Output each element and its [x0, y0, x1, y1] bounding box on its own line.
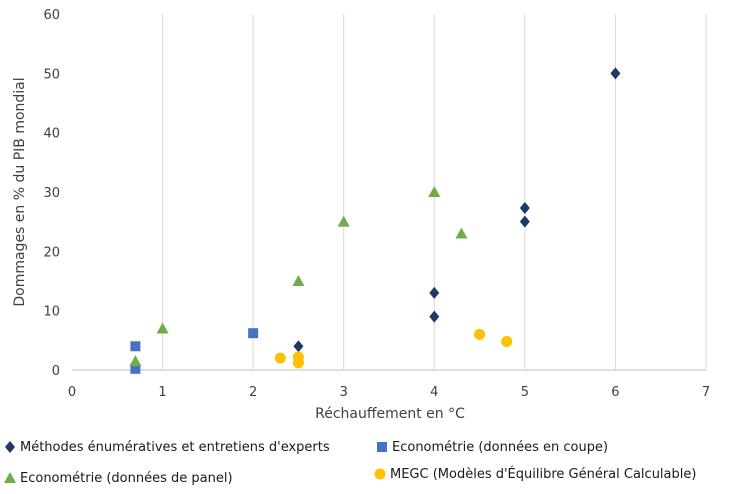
triangle-point [428, 186, 441, 197]
legend-circle-icon [374, 468, 386, 480]
y-tick-label: 30 [43, 186, 60, 201]
x-tick-label: 6 [611, 385, 619, 400]
circle-point [501, 336, 513, 348]
legend-label: MEGC (Modèles d'Équilibre Général Calcul… [390, 466, 696, 482]
triangle-point [292, 275, 305, 286]
legend-square-icon [377, 442, 387, 452]
x-tick-label: 4 [430, 385, 438, 400]
x-tick-label: 1 [158, 385, 166, 400]
x-tick-label: 7 [702, 385, 710, 400]
legend-diamond-icon [5, 441, 15, 453]
x-tick-label: 5 [521, 385, 529, 400]
circle-point [474, 328, 486, 340]
y-tick-label: 40 [43, 127, 60, 142]
diamond-point [429, 286, 440, 299]
axes: 0 1 2 3 4 5 6 7 0 10 20 30 40 50 60 [43, 8, 710, 400]
y-tick-label: 10 [43, 305, 60, 320]
square-point [130, 341, 141, 352]
diamond-point [519, 202, 530, 215]
triangle-point [129, 355, 142, 367]
legend-label: Méthodes énumératives et entretiens d'ex… [20, 440, 330, 455]
diamond-point [519, 215, 530, 228]
legend-item: Econométrie (données en coupe) [377, 440, 608, 455]
legend-label: Econométrie (données en coupe) [392, 440, 608, 455]
x-axis-title: Réchauffement en °C [315, 406, 465, 422]
legend-label: Econométrie (données de panel) [20, 471, 233, 486]
diamond-point [610, 67, 621, 80]
square-point [248, 328, 259, 339]
y-tick-label: 60 [43, 8, 60, 23]
diamond-point [429, 310, 440, 323]
y-tick-label: 50 [43, 67, 60, 82]
diamond-point [293, 340, 304, 353]
y-axis-title: Dommages en % du PIB mondial [12, 77, 28, 306]
data-points [129, 67, 621, 374]
x-tick-label: 2 [249, 385, 257, 400]
legend-item: Econométrie (données de panel) [4, 471, 233, 486]
square-point [130, 363, 141, 374]
legend-item: Méthodes énumératives et entretiens d'ex… [5, 440, 330, 455]
triangle-point [337, 215, 350, 227]
x-tick-label: 0 [68, 385, 76, 400]
circle-point [274, 352, 286, 364]
triangle-point [156, 322, 169, 334]
legend-triangle-icon [4, 472, 16, 483]
legend: Méthodes énumératives et entretiens d'ex… [4, 440, 696, 486]
circle-point [292, 351, 304, 363]
triangle-point [455, 227, 468, 239]
x-tick-label: 3 [340, 385, 348, 400]
y-tick-label: 0 [52, 364, 60, 379]
y-tick-label: 20 [43, 245, 60, 260]
legend-item: MEGC (Modèles d'Équilibre Général Calcul… [374, 466, 696, 482]
